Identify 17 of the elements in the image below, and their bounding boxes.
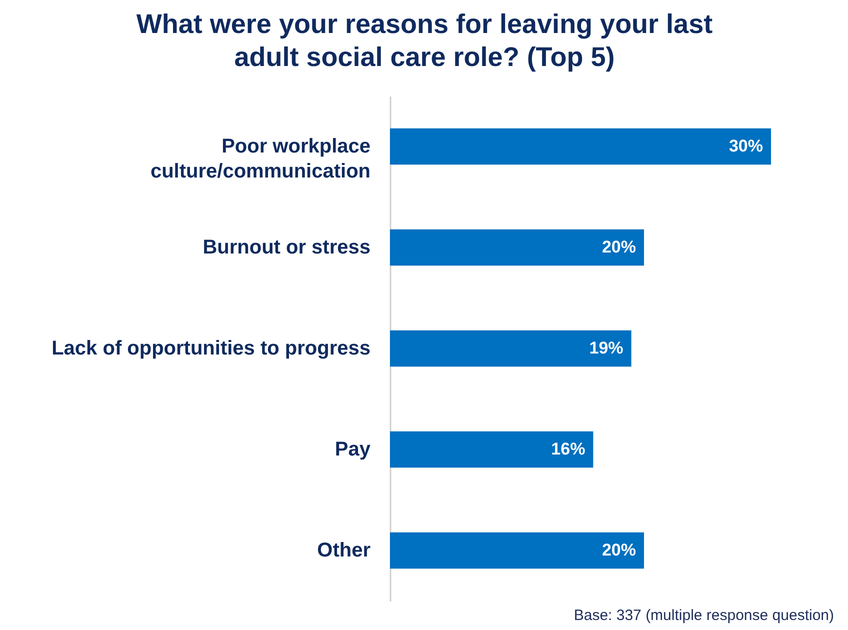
data-label: 16% [551, 440, 586, 458]
chart-title: What were your reasons for leaving your last adult social care role? (Top 5) [136, 9, 713, 72]
data-label: 20% [602, 238, 636, 256]
bar [390, 330, 632, 367]
data-label: 19% [589, 338, 624, 358]
bar [390, 229, 644, 266]
y-tick-label: Burnout or stress [202, 236, 370, 258]
bar [390, 431, 594, 468]
bar [390, 532, 644, 569]
y-tick-label: Pay [334, 438, 372, 460]
y-tick-label: Lack of opportunities to progress [52, 338, 370, 360]
y-tick-label: Poor workplace culture/communication [150, 136, 370, 182]
bar [390, 128, 771, 165]
y-tick-label: Other [317, 540, 371, 562]
data-label: 30% [728, 136, 763, 156]
text: Base: 337 (multiple response question) [574, 607, 834, 624]
data-label: 20% [602, 540, 636, 560]
